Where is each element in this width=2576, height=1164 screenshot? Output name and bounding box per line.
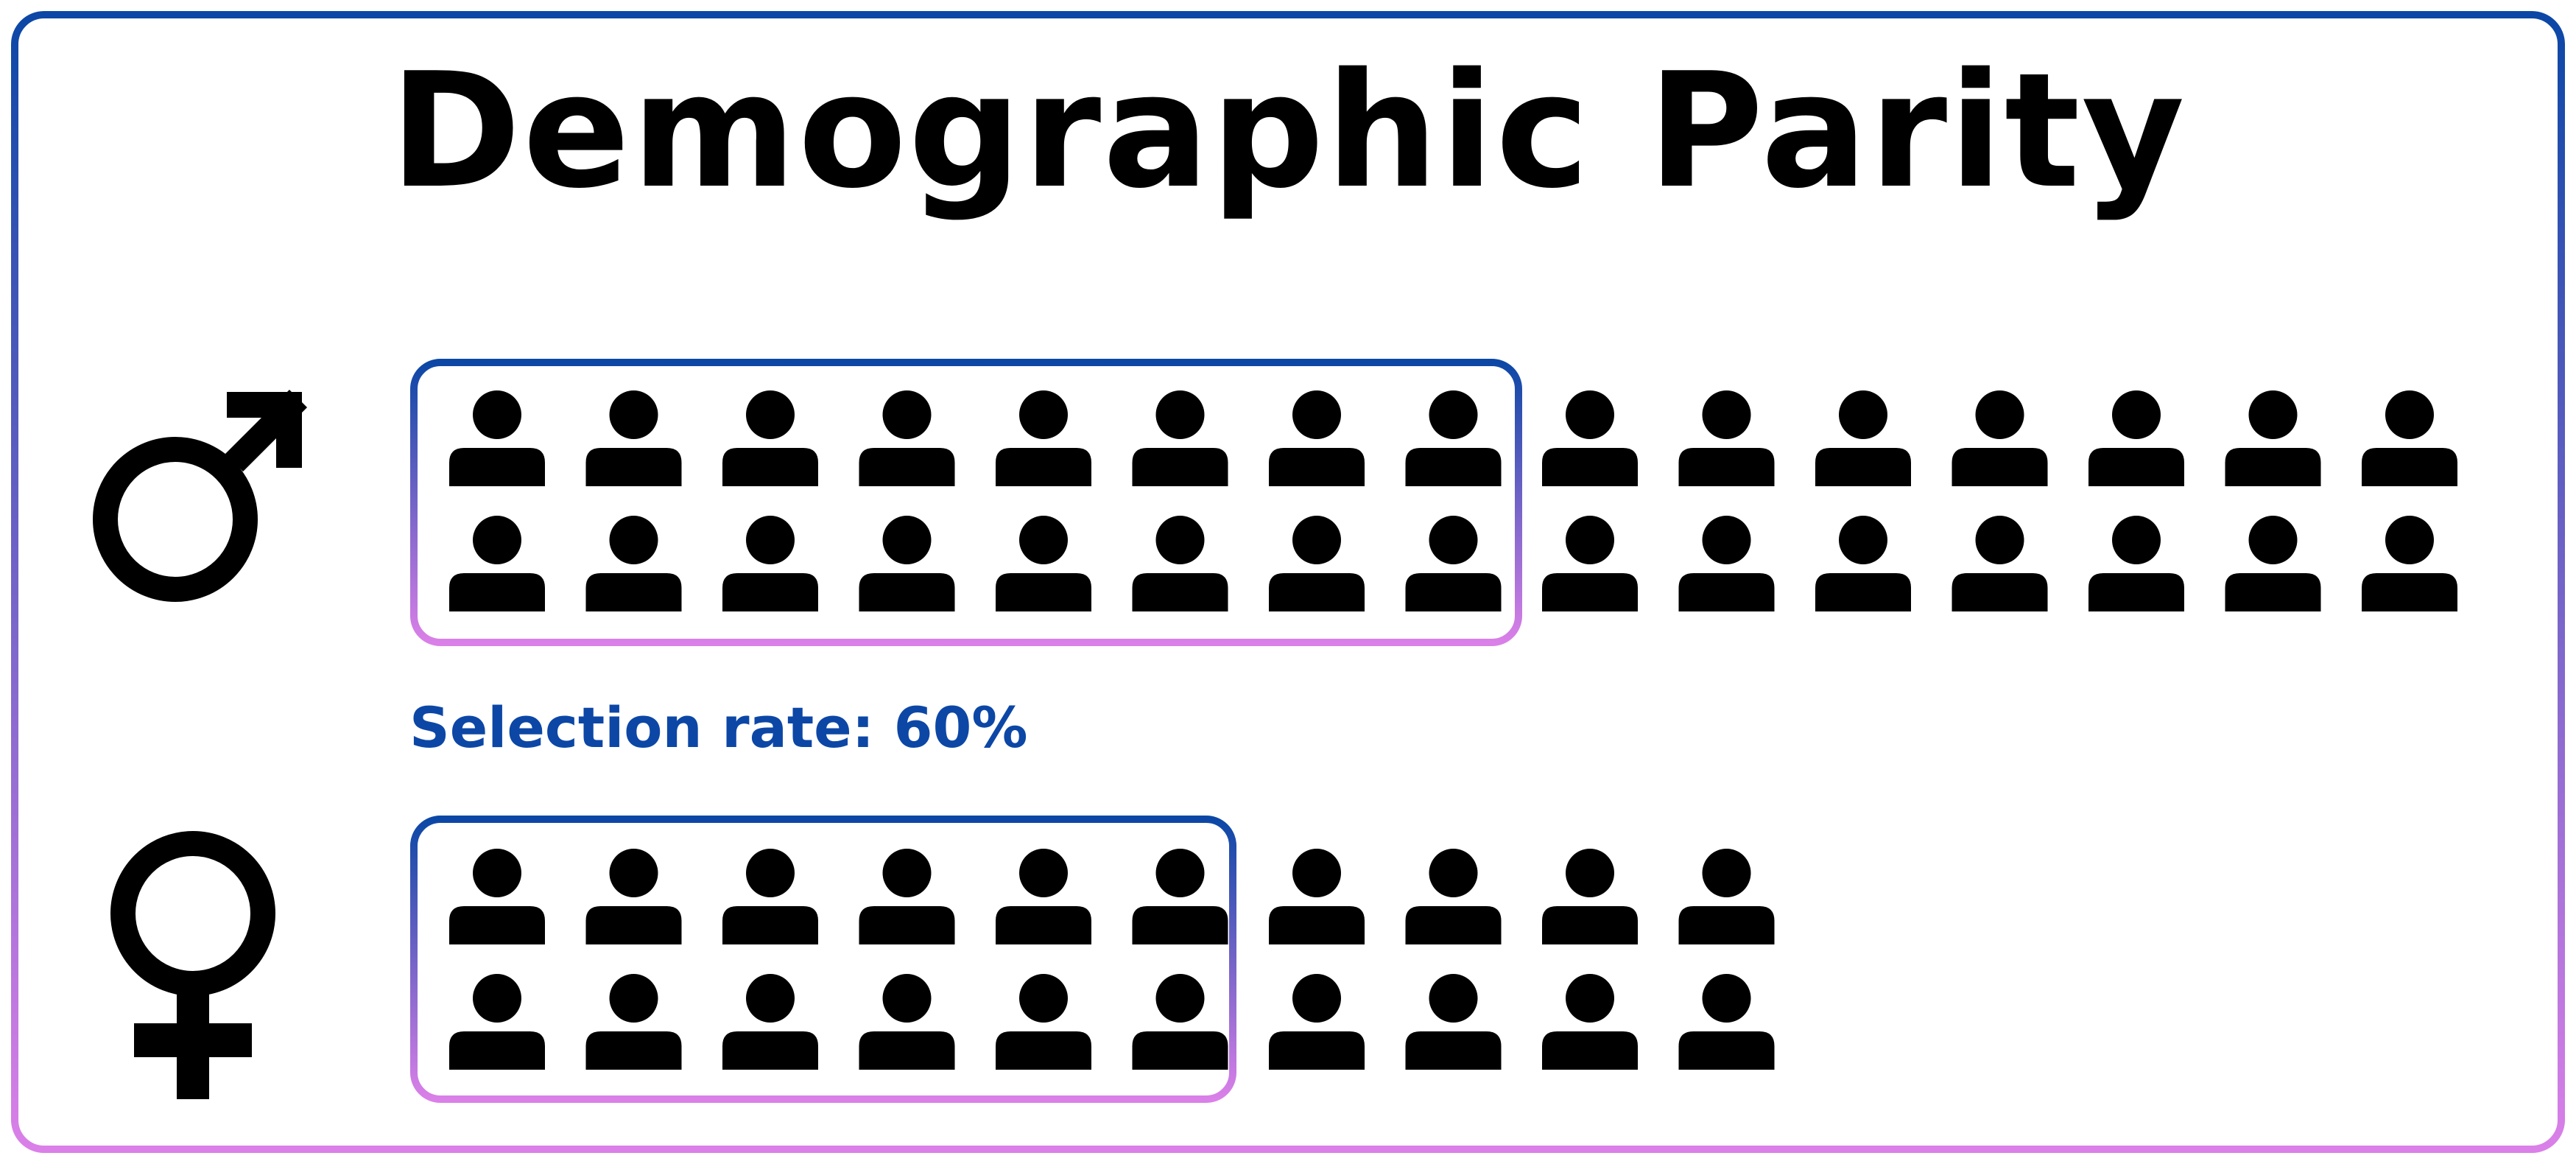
outer-frame: [11, 11, 2565, 1153]
selected-person-icon: [449, 516, 545, 611]
selected-person-icon: [996, 390, 1091, 486]
selected-person-icon: [859, 849, 955, 944]
person-icon: [1952, 390, 2048, 486]
selected-person-icon: [996, 849, 1091, 944]
person-icon: [1815, 390, 1911, 486]
selected-person-icon: [722, 516, 818, 611]
selected-person-icon: [585, 974, 682, 1070]
person-icon: [2225, 390, 2321, 486]
selected-person-icon: [1132, 516, 1228, 611]
person-icon: [1269, 849, 1365, 944]
person-icon: [1952, 516, 2048, 611]
selected-box-male: [410, 359, 1522, 646]
person-icon: [1405, 974, 1502, 1070]
selected-person-icon: [859, 390, 955, 486]
male-symbol-icon: [93, 389, 308, 602]
selected-person-icon: [859, 974, 955, 1070]
selected-person-icon: [859, 516, 955, 611]
page-title: Demographic Parity: [390, 38, 2186, 223]
selection-rate-label: Selection rate: 60%: [409, 695, 1028, 760]
selected-box-female: [410, 816, 1236, 1103]
person-icon: [1542, 974, 1638, 1070]
selected-person-icon: [996, 516, 1091, 611]
selected-person-icon: [722, 390, 818, 486]
person-icon: [1678, 516, 1775, 611]
selected-person-icon: [585, 849, 682, 944]
person-icon: [1269, 974, 1365, 1070]
person-icon: [2362, 390, 2457, 486]
selected-person-icon: [585, 390, 682, 486]
selected-person-icon: [722, 974, 818, 1070]
female-symbol-icon: [110, 831, 275, 1099]
selected-person-icon: [585, 516, 682, 611]
selected-person-icon: [996, 974, 1091, 1070]
selected-person-icon: [1132, 390, 1228, 486]
selected-person-icon: [1132, 849, 1228, 944]
person-icon: [2088, 390, 2184, 486]
person-icon: [1678, 849, 1775, 944]
person-icon: [1405, 849, 1502, 944]
person-icon: [2362, 516, 2457, 611]
person-icon: [2088, 516, 2184, 611]
selected-person-icon: [1405, 516, 1502, 611]
person-icon: [1542, 849, 1638, 944]
selected-person-icon: [1405, 390, 1502, 486]
selected-person-icon: [1269, 516, 1365, 611]
person-icon: [1542, 516, 1638, 611]
person-icon: [1815, 516, 1911, 611]
person-icon: [1678, 974, 1775, 1070]
person-icon: [2225, 516, 2321, 611]
selected-person-icon: [722, 849, 818, 944]
selected-person-icon: [449, 390, 545, 486]
selected-person-icon: [1269, 390, 1365, 486]
person-icon: [1542, 390, 1638, 486]
selected-person-icon: [1132, 974, 1228, 1070]
person-icon: [1678, 390, 1775, 486]
selected-person-icon: [449, 974, 545, 1070]
selected-person-icon: [449, 849, 545, 944]
